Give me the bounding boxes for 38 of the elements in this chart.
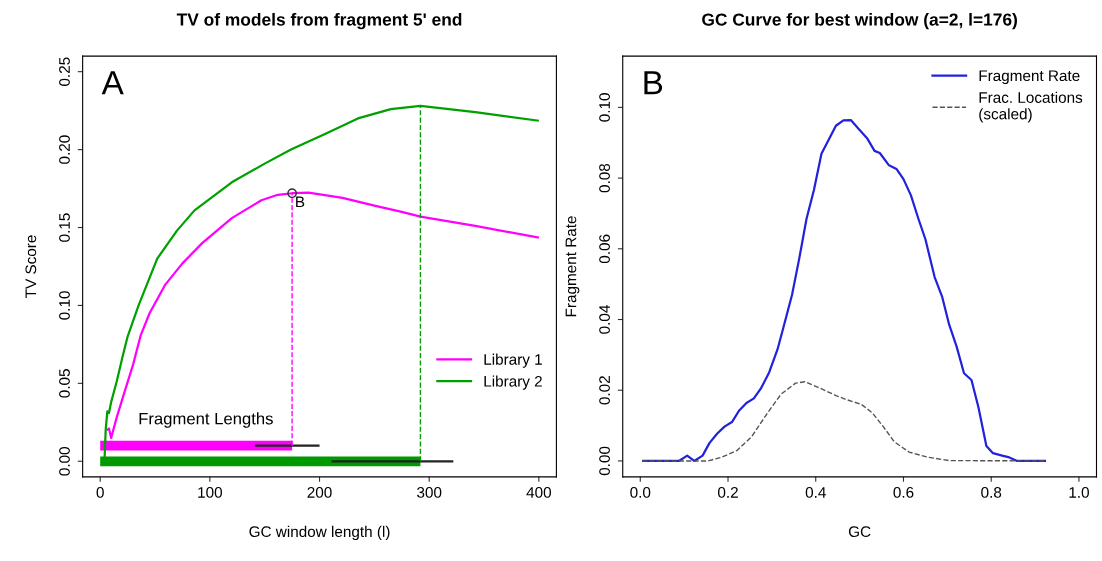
x-tick-label: 1.0: [1069, 486, 1089, 498]
annotation: B: [296, 196, 305, 208]
y-tick-label: 0.20: [59, 135, 70, 164]
x-tick-label: 0: [96, 486, 104, 498]
x-axis-title: GC: [848, 526, 871, 538]
y-tick-label: 0.15: [59, 213, 70, 242]
legend-label: Frac. Locations (scaled): [979, 91, 1083, 123]
x-tick-label: 400: [526, 486, 552, 498]
chart-title: GC Curve for best window (a=2, l=176): [702, 12, 1017, 30]
y-tick-label: 0.04: [599, 305, 610, 334]
y-tick-label: 0.10: [599, 93, 610, 122]
x-tick-label: 200: [307, 486, 332, 498]
annotation: Fragment Lengths: [139, 412, 273, 428]
y-tick-label: 0.05: [59, 369, 70, 398]
x-tick-label: 300: [417, 486, 442, 498]
y-tick-label: 0.02: [599, 376, 610, 405]
x-tick-label: 0.2: [717, 486, 738, 498]
y-axis-title: Fragment Rate: [565, 216, 580, 317]
chart-title: TV of models from fragment 5' end: [176, 12, 462, 30]
line-series: [641, 381, 1047, 462]
legend-label: Library 2: [484, 375, 542, 390]
y-tick-label: 0.10: [59, 291, 70, 320]
legend-label: Fragment Rate: [979, 70, 1080, 85]
x-tick-label: 0.8: [981, 486, 1002, 498]
y-tick-label: 0.08: [599, 163, 610, 193]
annotation: B: [644, 71, 663, 95]
x-tick-label: 0.0: [630, 486, 651, 498]
y-tick-label: 0.25: [59, 57, 70, 86]
y-axis-title: TV Score: [25, 235, 37, 298]
y-tick-label: 0.00: [59, 447, 70, 476]
y-tick-label: 0.00: [599, 446, 610, 476]
x-axis-title: GC window length (l): [249, 525, 390, 541]
legend-label: Library 1: [484, 353, 542, 368]
annotation: A: [101, 71, 124, 95]
x-tick-label: 100: [198, 486, 223, 498]
x-tick-label: 0.4: [805, 486, 826, 498]
x-tick-label: 0.6: [893, 486, 914, 498]
y-tick-label: 0.06: [599, 234, 610, 264]
